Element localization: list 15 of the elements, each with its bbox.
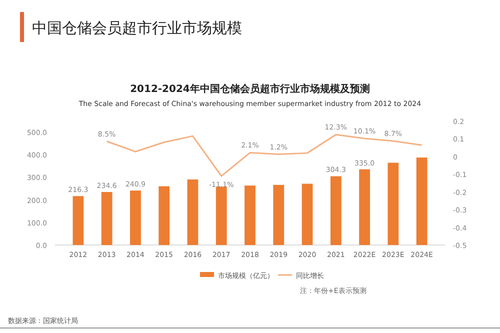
text: 中国仓储会员超市行业市场规模 — [32, 19, 242, 37]
bar — [359, 169, 370, 245]
bar — [72, 196, 84, 245]
bar — [130, 190, 141, 245]
bar — [244, 186, 256, 245]
bar — [187, 179, 198, 245]
bar — [388, 162, 399, 245]
bar — [330, 176, 342, 245]
bar — [158, 186, 170, 245]
bar — [416, 158, 428, 245]
chart-title: 2012-2024年中国仓储会员超市行业市场规模及预测 — [130, 83, 370, 95]
bar — [216, 186, 227, 245]
bar — [302, 184, 313, 245]
bar — [273, 184, 284, 245]
bar — [101, 192, 112, 245]
